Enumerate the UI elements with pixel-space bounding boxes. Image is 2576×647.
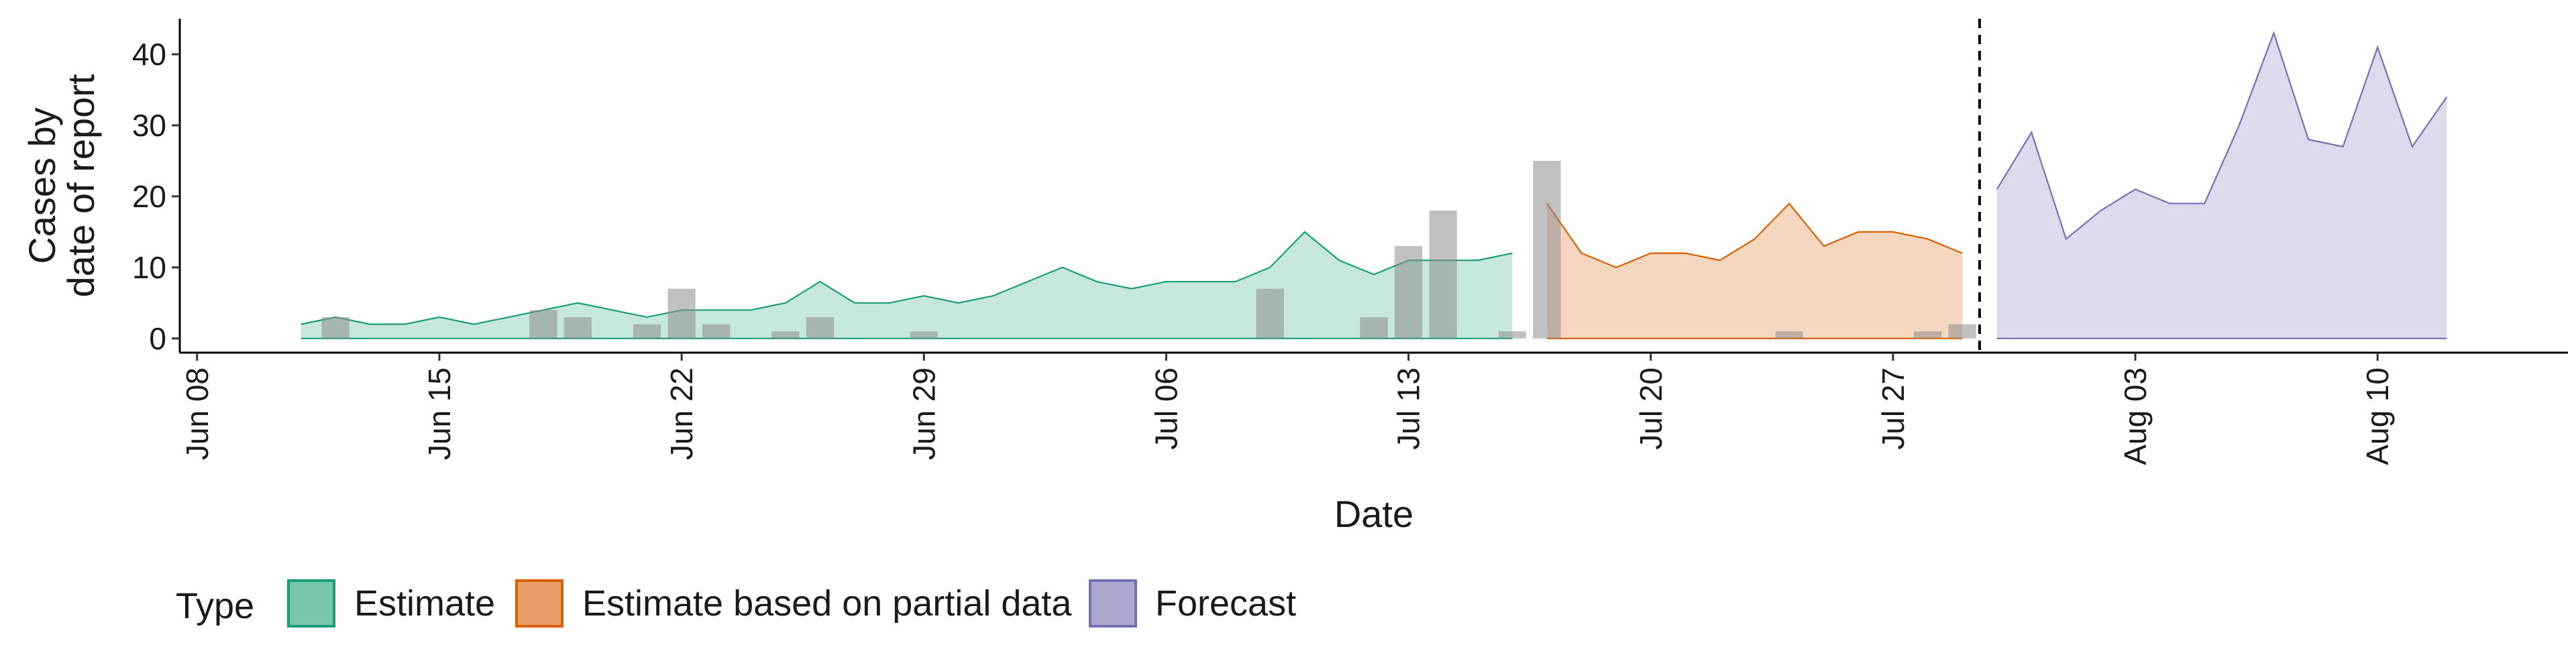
observed-bar-4: [667, 289, 695, 339]
y-tick-label-2: 20: [132, 179, 166, 214]
observed-bar-10: [1360, 317, 1387, 339]
legend-label-forecast: Forecast: [1155, 583, 1296, 624]
observed-bar-6: [771, 331, 799, 339]
legend-key-forecast: [1090, 581, 1136, 626]
observed-bar-15: [1775, 331, 1803, 339]
observed-bar-13: [1499, 331, 1526, 339]
x-tick-label-4: Jul 06: [1148, 367, 1183, 450]
observed-bar-8: [910, 331, 938, 339]
observed-bar-9: [1256, 289, 1284, 339]
observed-bar-16: [1914, 331, 1941, 339]
observed-bar-7: [806, 317, 834, 339]
legend-key-estimate: [288, 581, 334, 626]
legend-title: Type: [176, 586, 254, 626]
y-axis-title-line-1: Cases by: [21, 107, 63, 263]
x-tick-label-9: Aug 10: [2360, 367, 2395, 465]
observed-bar-12: [1430, 211, 1457, 339]
x-tick-label-6: Jul 20: [1633, 367, 1668, 450]
legend-key-partial-estimate: [517, 581, 562, 626]
legend-label-partial-estimate: Estimate based on partial data: [582, 583, 1072, 624]
observed-bar-3: [633, 325, 661, 339]
x-tick-label-0: Jun 08: [180, 367, 215, 460]
legend: Type Estimate Estimate based on partial …: [176, 581, 1296, 626]
x-tick-label-7: Jul 27: [1876, 367, 1911, 450]
observed-bar-11: [1395, 246, 1422, 339]
y-tick-label-3: 30: [132, 108, 166, 143]
area-series-2: [1997, 33, 2447, 339]
x-tick-label-5: Jul 13: [1391, 367, 1426, 450]
x-tick-label-8: Aug 03: [2118, 367, 2153, 465]
observed-bar-14: [1533, 161, 1560, 339]
legend-label-estimate: Estimate: [354, 583, 495, 624]
x-axis-title: Date: [1334, 493, 1413, 535]
observed-bar-5: [702, 325, 730, 339]
x-tick-label-3: Jun 29: [906, 367, 941, 460]
observed-bar-17: [1948, 325, 1976, 339]
y-axis-title-line-2: date of report: [60, 74, 102, 298]
x-tick-label-2: Jun 22: [664, 367, 699, 460]
series-areas: [301, 33, 2447, 339]
y-tick-label-1: 10: [132, 250, 166, 285]
x-tick-label-1: Jun 15: [422, 367, 457, 460]
y-tick-label-0: 0: [149, 321, 166, 356]
observed-bar-2: [564, 317, 592, 339]
observed-bar-1: [529, 310, 557, 338]
y-tick-label-4: 40: [132, 37, 166, 72]
area-series-1: [1547, 203, 1962, 338]
observed-bar-0: [322, 317, 350, 339]
